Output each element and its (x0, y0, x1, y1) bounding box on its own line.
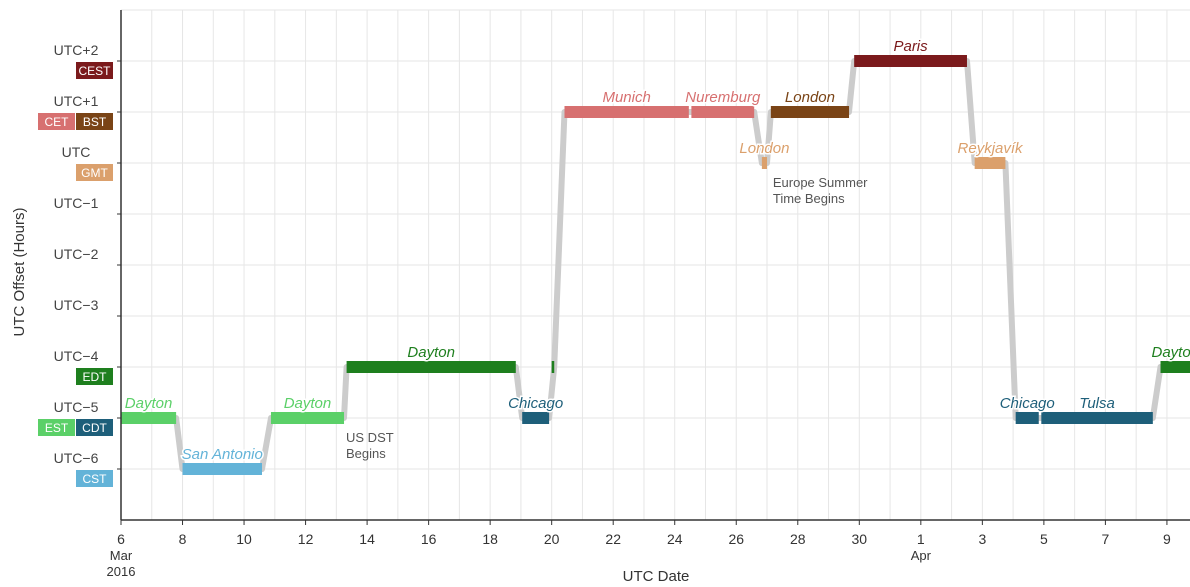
segment-0 (121, 412, 177, 424)
segment-10 (854, 55, 967, 67)
segment-1 (182, 463, 262, 475)
x-tick-sublabel: Apr (911, 548, 932, 563)
zone-badge (76, 113, 113, 130)
grid (120, 9, 1190, 521)
x-tick-label: 6 (117, 531, 125, 547)
y-tick-label: UTC−4 (54, 348, 99, 364)
zone-badges: GMT CET BST CEST EDT EST CDT CST (38, 62, 113, 487)
segment-label-2: Dayton (284, 395, 332, 412)
x-tick-label: 14 (359, 531, 375, 547)
y-tick-label: UTC−5 (54, 399, 99, 415)
x-tick-label: 24 (667, 531, 683, 547)
segment-label-8: London (739, 140, 789, 157)
segment-9 (770, 106, 850, 118)
zone-badge-label: CST (83, 472, 108, 486)
segment-14 (1160, 361, 1190, 373)
x-tick-sublabel: Mar (110, 548, 133, 563)
segment-label-14: Dayton (1151, 344, 1190, 361)
y-tick-label: UTC (62, 144, 91, 160)
y-tick-label: UTC−2 (54, 246, 99, 262)
series-labels: Dayton San Antonio Dayton Dayton Chicago Muni… (123, 37, 1190, 465)
x-tick-label: 22 (605, 531, 621, 547)
segment-label-9: London (785, 89, 835, 106)
x-tick-label: 12 (298, 531, 314, 547)
y-tick-label: UTC+1 (54, 93, 99, 109)
zone-badge-label: EDT (83, 370, 108, 384)
segment-6 (564, 106, 689, 118)
x-tick-label: 5 (1040, 531, 1048, 547)
segment-3 (346, 361, 516, 373)
segment-label-10: Paris (893, 38, 928, 55)
segment-label-7: Nuremburg (685, 89, 761, 106)
x-tick-label: 1 (917, 531, 925, 547)
annotation-line: Begins (346, 446, 386, 461)
x-tick-label: 9 (1163, 531, 1171, 547)
segment-label-11: Reykjavík (958, 140, 1025, 157)
segment-5 (551, 361, 555, 373)
segment-4 (522, 412, 550, 424)
segment-8 (761, 157, 768, 169)
segment-7 (691, 106, 755, 118)
zone-badge (38, 113, 75, 130)
zone-badge-label: CDT (82, 421, 107, 435)
zone-badge (76, 164, 113, 181)
y-tick-label: UTC−3 (54, 297, 99, 313)
x-tick-label: 3 (978, 531, 986, 547)
annotation-line: Europe Summer (773, 175, 868, 190)
zone-badge-label: CET (45, 115, 70, 129)
segment-label-0: Dayton (125, 395, 173, 412)
x-tick-label: 10 (236, 531, 252, 547)
zone-badge-label: EST (45, 421, 69, 435)
segment-11 (974, 157, 1006, 169)
zone-badge-label: BST (83, 115, 107, 129)
zone-badge (76, 368, 113, 385)
zone-badge (76, 62, 113, 79)
segment-13 (1041, 412, 1153, 424)
zone-badge (76, 470, 113, 487)
x-tick-label: 8 (179, 531, 187, 547)
annotation-line: Time Begins (773, 191, 845, 206)
y-tick-label: UTC−1 (54, 195, 99, 211)
segment-label-4: Chicago (508, 395, 563, 412)
axes (117, 10, 1190, 525)
annotation-0: US DST Begins (346, 430, 394, 461)
y-tick-labels: UTC+2 UTC+1 UTC UTC−1 UTC−2 UTC−3 UTC−4 UTC−5 UT… (54, 42, 99, 466)
x-tick-label: 28 (790, 531, 806, 547)
zone-badge (38, 419, 75, 436)
segment-label-3: Dayton (407, 344, 455, 361)
x-tick-label: 26 (728, 531, 744, 547)
annotations: US DST Begins Europe Summer Time Begins (346, 175, 868, 461)
x-tick-label: 18 (482, 531, 498, 547)
y-tick-label: UTC−6 (54, 450, 99, 466)
segment-2 (270, 412, 345, 424)
zone-badge-label: CEST (78, 64, 111, 78)
x-axis-title: UTC Date (623, 568, 690, 585)
zone-badge-label: GMT (81, 166, 108, 180)
x-tick-label: 30 (852, 531, 868, 547)
x-tick-label: 7 (1102, 531, 1110, 547)
zone-badge (76, 419, 113, 436)
segment-label-12: Chicago (1000, 395, 1055, 412)
segment-label-1: San Antonio (182, 446, 263, 463)
series-segments (121, 55, 1190, 475)
annotation-line: US DST (346, 430, 394, 445)
segment-label-13: Tulsa (1079, 395, 1115, 412)
segment-label-6: Munich (602, 89, 650, 106)
y-tick-label: UTC+2 (54, 42, 99, 58)
x-tick-sublabel: 2016 (107, 564, 136, 579)
x-tick-label: 16 (421, 531, 437, 547)
x-tick-label: 20 (544, 531, 560, 547)
y-axis-title: UTC Offset (Hours) (11, 208, 28, 337)
segment-12 (1015, 412, 1039, 424)
annotation-1: Europe Summer Time Begins (773, 175, 868, 206)
